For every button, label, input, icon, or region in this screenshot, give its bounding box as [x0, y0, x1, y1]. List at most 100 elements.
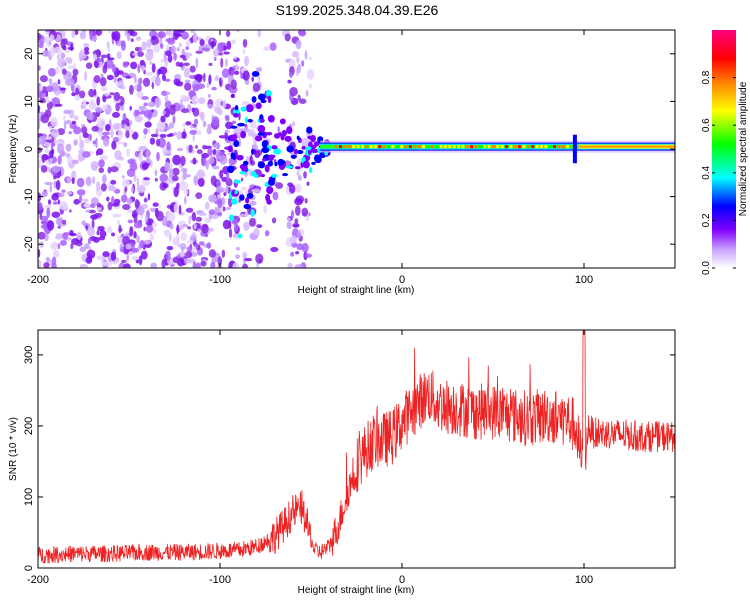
noise-blob: [120, 40, 126, 47]
noise-blob: [190, 30, 196, 34]
noise-blob: [181, 245, 184, 253]
noise-blob: [290, 209, 295, 219]
y-tick-label: 100: [23, 488, 35, 506]
noise-blob: [291, 51, 300, 58]
noise-blob: [201, 47, 210, 51]
signal-segment: [491, 145, 495, 149]
noise-blob: [202, 120, 207, 128]
signal-segment: [339, 145, 343, 149]
noise-blob: [137, 185, 146, 193]
x-tick-label: -200: [27, 274, 49, 286]
noise-blob: [131, 247, 140, 253]
noise-blob: [260, 99, 267, 104]
noise-blob: [54, 235, 64, 240]
noise-blob: [63, 114, 66, 122]
noise-blob: [301, 207, 309, 217]
noise-blob: [102, 251, 110, 258]
noise-blob: [270, 246, 279, 253]
noise-blob: [134, 115, 144, 123]
noise-blob: [86, 249, 96, 259]
y-tick-label: -10: [23, 189, 35, 205]
noise-blob: [51, 256, 57, 267]
noise-blob: [41, 50, 51, 57]
noise-blob: [273, 148, 282, 155]
noise-blob: [165, 38, 174, 43]
noise-blob: [72, 68, 79, 76]
noise-blob: [97, 225, 105, 232]
signal-segment: [548, 145, 552, 149]
noise-blob: [81, 126, 88, 135]
noise-blob: [156, 210, 164, 222]
signal-segment: [391, 145, 395, 149]
noise-blob: [237, 233, 243, 239]
noise-blob: [279, 118, 286, 125]
noise-blob: [275, 182, 284, 190]
noise-blob: [222, 45, 228, 51]
noise-blob: [54, 103, 63, 107]
noise-blob: [289, 235, 297, 244]
noise-blob: [100, 261, 110, 266]
noise-blob: [224, 114, 230, 120]
noise-blob: [74, 30, 79, 36]
signal-segment: [395, 145, 399, 149]
noise-blob: [38, 119, 41, 131]
signal-segment: [439, 145, 443, 149]
x-tick-label: 0: [399, 574, 405, 586]
noise-blob: [135, 36, 142, 41]
x-tick-label: 100: [575, 274, 593, 286]
noise-blob: [86, 226, 96, 237]
noise-blob: [184, 189, 189, 196]
noise-blob: [87, 237, 91, 245]
noise-blob: [38, 43, 44, 49]
noise-blob: [121, 179, 130, 188]
noise-blob: [165, 91, 171, 95]
noise-blob: [117, 129, 123, 141]
noise-blob: [180, 232, 187, 242]
noise-blob: [65, 143, 72, 152]
noise-blob: [223, 51, 230, 55]
noise-blob: [267, 95, 272, 104]
noise-blob: [208, 156, 215, 165]
noise-blob: [145, 156, 151, 164]
y-tick-label: 0: [23, 146, 35, 152]
noise-blob: [289, 184, 296, 194]
signal-segment: [496, 145, 500, 149]
noise-blob: [57, 57, 66, 68]
signal-segment: [343, 145, 347, 149]
noise-blob: [137, 77, 143, 85]
noise-blob: [284, 33, 291, 42]
noise-blob: [122, 61, 129, 68]
noise-blob: [304, 253, 313, 258]
noise-blob: [81, 220, 86, 226]
noise-blob: [38, 105, 41, 111]
noise-blob: [186, 246, 193, 252]
noise-blob: [154, 97, 162, 108]
noise-blob: [215, 98, 224, 108]
noise-blob: [48, 125, 53, 130]
noise-blob: [217, 43, 224, 53]
noise-blob: [192, 157, 197, 165]
noise-blob: [187, 226, 192, 230]
noise-blob: [79, 264, 88, 268]
noise-blob: [45, 85, 54, 93]
noise-blob: [294, 218, 299, 225]
noise-blob: [265, 131, 273, 136]
noise-blob: [131, 131, 139, 140]
noise-blob: [267, 115, 275, 123]
signal-segment: [505, 145, 509, 149]
noise-blob: [247, 129, 254, 137]
noise-blob: [134, 199, 140, 209]
snr-x-label: Height of straight line (km): [298, 585, 415, 596]
noise-blob: [71, 30, 76, 39]
noise-blob: [305, 89, 309, 97]
noise-blob: [46, 220, 55, 231]
noise-blob: [176, 131, 182, 140]
colorbar-gradient: [712, 30, 736, 268]
noise-blob: [126, 197, 133, 205]
signal-segment: [474, 145, 478, 149]
noise-blob: [256, 224, 263, 229]
noise-blob: [212, 165, 220, 170]
noise-blob: [164, 161, 171, 172]
noise-blob: [70, 43, 74, 52]
